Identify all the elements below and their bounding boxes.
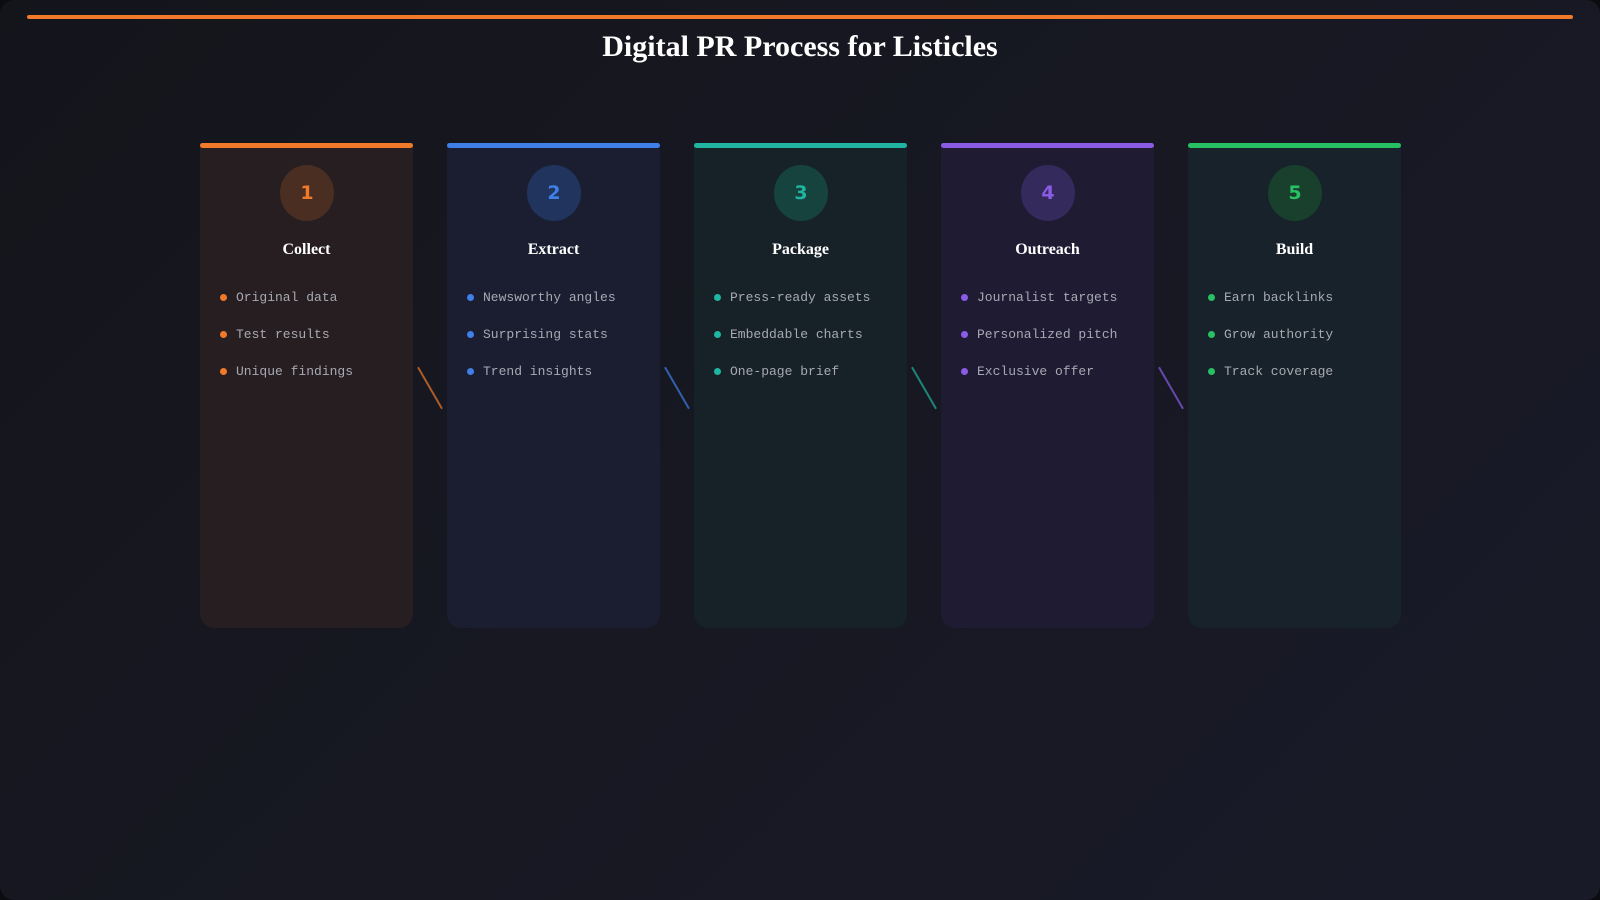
list-item: Personalized pitch [961,327,1117,364]
list-item-text: One-page brief [730,364,840,379]
step-card-build: 5 Build Earn backlinks Grow authority Track… [1188,143,1401,628]
bullet-icon [467,294,474,301]
step-title: Extract [527,241,580,258]
step-card-extract: 2 Extract Newsworthy angles Surprising sta… [447,143,660,628]
list-item: Earn backlinks [1208,290,1333,327]
bullet-icon [1208,331,1215,338]
step-number-badge: 4 [1021,165,1075,221]
bullet-icon [220,368,227,375]
step-items: Earn backlinks Grow authority Track covera… [1208,290,1333,401]
step-color-bar [1188,143,1401,148]
connector-line [911,366,937,410]
step-title: Collect [282,241,331,258]
list-item: Grow authority [1208,327,1333,364]
list-item: Surprising stats [467,327,616,364]
list-item: Unique findings [220,364,353,401]
diagram-title: Digital PR Process for Listicles [602,30,998,63]
list-item-text: Grow authority [1224,327,1334,342]
list-item-text: Journalist targets [977,290,1118,305]
step-items: Journalist targets Personalized pitch Excl… [961,290,1117,401]
step-number-badge: 3 [774,165,828,221]
step-card-collect: 1 Collect Original data Test results Unique… [200,143,413,628]
list-item: Trend insights [467,364,616,401]
list-item-text: Exclusive offer [977,364,1095,379]
list-item: Test results [220,327,353,364]
bullet-icon [220,294,227,301]
list-item-text: Test results [236,327,330,342]
step-title: Package [772,241,829,258]
bullet-icon [467,331,474,338]
bullet-icon [714,331,721,338]
step-color-bar [447,143,660,148]
step-items: Newsworthy angles Surprising stats Trend i… [467,290,616,401]
bullet-icon [467,368,474,375]
connector-line [664,366,690,410]
list-item: Newsworthy angles [467,290,616,327]
connector-line [417,366,443,410]
bullet-icon [961,294,968,301]
list-item: Exclusive offer [961,364,1117,401]
list-item-text: Embeddable charts [730,327,863,342]
list-item-text: Press-ready assets [730,290,871,305]
bullet-icon [220,331,227,338]
connector-line [1158,366,1184,410]
step-color-bar [200,143,413,148]
list-item: One-page brief [714,364,870,401]
accent-line [27,15,1573,19]
bullet-icon [961,331,968,338]
step-items: Original data Test results Unique findings [220,290,353,401]
step-title: Outreach [1015,241,1080,258]
bullet-icon [1208,294,1215,301]
list-item-text: Surprising stats [483,327,608,342]
bullet-icon [1208,368,1215,375]
list-item: Original data [220,290,353,327]
step-card-outreach: 4 Outreach Journalist targets Personalized… [941,143,1154,628]
step-color-bar [694,143,907,148]
list-item-text: Track coverage [1224,364,1334,379]
list-item: Embeddable charts [714,327,870,364]
step-title: Build [1275,241,1314,258]
list-item-text: Earn backlinks [1224,290,1334,305]
bullet-icon [714,294,721,301]
bullet-icon [961,368,968,375]
list-item: Press-ready assets [714,290,870,327]
step-number-badge: 1 [280,165,334,221]
list-item-text: Personalized pitch [977,327,1118,342]
list-item-text: Newsworthy angles [483,290,616,305]
step-items: Press-ready assets Embeddable charts One-p… [714,290,870,401]
list-item: Journalist targets [961,290,1117,327]
list-item-text: Unique findings [236,364,354,379]
list-item: Track coverage [1208,364,1333,401]
list-item-text: Original data [236,290,338,305]
bullet-icon [714,368,721,375]
list-item-text: Trend insights [483,364,593,379]
step-card-package: 3 Package Press-ready assets Embeddable ch… [694,143,907,628]
step-number-badge: 5 [1268,165,1322,221]
step-color-bar [941,143,1154,148]
step-number-badge: 2 [527,165,581,221]
